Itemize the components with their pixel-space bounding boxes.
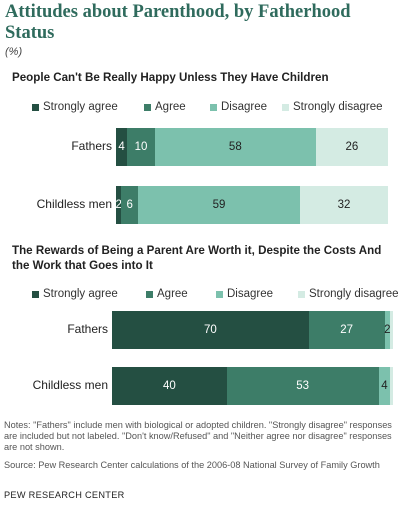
legend-item-disagree: Disagree [216, 288, 273, 300]
legend-swatch [32, 103, 39, 111]
legend-swatch [144, 103, 151, 111]
legend-1: Strongly agree Agree Disagree Strongly disa… [16, 101, 396, 115]
stacked-bar: 40 53 4 [112, 367, 393, 405]
data-label: 27 [340, 324, 354, 336]
legend-label: Disagree [227, 288, 274, 300]
bar-segment-agree: 10 [127, 128, 155, 166]
bar-segment-agree: 53 [226, 367, 379, 405]
data-label: 58 [228, 141, 242, 153]
data-label: 2 [384, 324, 391, 336]
category-label: Fathers [71, 139, 112, 153]
data-label: 53 [296, 380, 310, 392]
legend-label: Strongly agree [43, 288, 118, 300]
legend-item-strongly-agree: Strongly agree [32, 101, 118, 113]
data-label: 2 [115, 199, 122, 211]
data-label: 26 [345, 141, 359, 153]
data-label: 40 [162, 380, 176, 392]
bar-segment-disagree: 59 [137, 186, 301, 224]
bar-segment-strongly-agree: 4 [116, 128, 128, 166]
category-label: Childless men [32, 378, 108, 392]
bar-segment-strongly-agree: 2 [115, 186, 122, 224]
bar-segment-agree: 6 [121, 186, 138, 224]
legend-item-strongly-agree: Strongly agree [32, 288, 118, 300]
bar-segment-strongly-disagree: 26 [315, 128, 388, 166]
legend-label: Agree [157, 288, 188, 300]
bar-segment-strongly-agree: 40 [112, 367, 227, 405]
stacked-bar: 70 27 2 [112, 311, 393, 349]
legend-item-agree: Agree [144, 101, 186, 113]
legend-item-strongly-disagree: Strongly disagree [282, 101, 383, 113]
data-label: 6 [126, 199, 133, 211]
legend-label: Strongly agree [43, 101, 118, 113]
legend-label: Agree [155, 101, 186, 113]
bar-segment-strongly-disagree [390, 311, 393, 349]
data-label: 4 [118, 141, 125, 153]
bar-segment-agree: 27 [308, 311, 385, 349]
legend-item-agree: Agree [146, 288, 188, 300]
bar-segment-disagree: 2 [384, 311, 391, 349]
legend-label: Strongly disagree [309, 288, 399, 300]
stacked-bar: 2 6 59 32 [116, 186, 388, 224]
legend-swatch [298, 290, 305, 298]
data-label: 59 [212, 199, 226, 211]
legend-swatch [32, 290, 39, 298]
unit-label: (%) [5, 46, 23, 58]
legend-label: Disagree [221, 101, 268, 113]
legend-label: Strongly disagree [293, 101, 383, 113]
stacked-bar: 4 10 58 26 [116, 128, 388, 166]
legend-swatch [216, 290, 223, 298]
footer-credit: PEW RESEARCH CENTER [4, 490, 125, 500]
legend-2: Strongly agree Agree Disagree Strongly disa… [16, 288, 399, 302]
bar-segment-strongly-disagree [390, 367, 393, 405]
source: Source: Pew Research Center calculations… [4, 460, 380, 470]
notes: Notes: "Fathers" include men with biolog… [4, 420, 392, 452]
subchart-title-1: People Can't Be Really Happy Unless They… [12, 71, 329, 84]
legend-swatch [210, 103, 217, 111]
legend-item-disagree: Disagree [210, 101, 267, 113]
data-label: 4 [381, 380, 388, 392]
data-label: 70 [203, 324, 217, 336]
bar-segment-disagree: 58 [154, 128, 316, 166]
subchart-title-2: The Rewards of Being a Parent Are Worth … [12, 244, 382, 272]
legend-item-strongly-disagree: Strongly disagree [298, 288, 399, 300]
data-label: 10 [134, 141, 148, 153]
data-label: 32 [337, 199, 351, 211]
chart-title: Attitudes about Parenthood, by Fatherhoo… [5, 2, 351, 43]
bar-segment-strongly-disagree: 32 [300, 186, 388, 224]
bar-segment-strongly-agree: 70 [112, 311, 309, 349]
category-label: Fathers [67, 322, 108, 336]
legend-swatch [282, 103, 289, 111]
legend-swatch [146, 290, 153, 298]
category-label: Childless men [36, 197, 112, 211]
bar-segment-disagree: 4 [378, 367, 391, 405]
